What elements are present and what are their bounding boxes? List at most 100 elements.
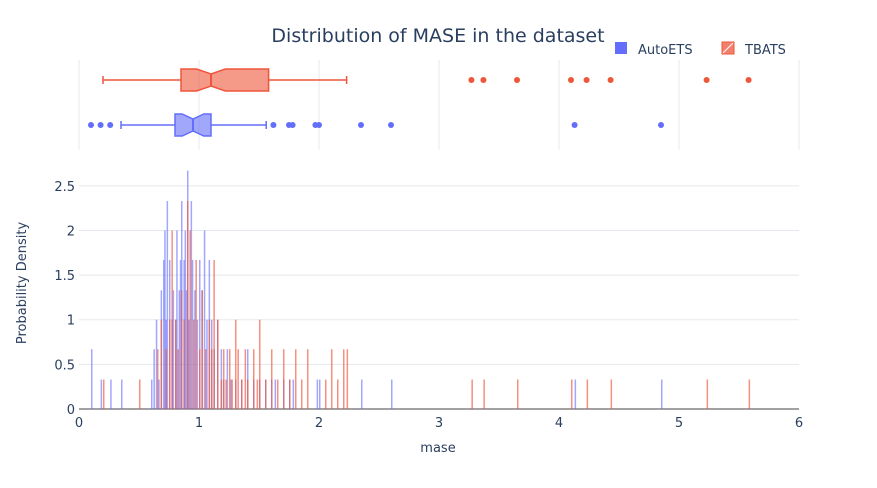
x-tick-label: 1 — [195, 416, 203, 431]
legend-label-tbats: TBATS — [744, 43, 786, 58]
hist-bar-tbats — [295, 349, 297, 409]
outlier-point — [97, 122, 104, 128]
hist-bar-autoets — [172, 290, 175, 409]
y-tick-label: 2.5 — [54, 180, 75, 195]
x-axis-ticks: 0 1 2 3 4 5 6 — [75, 416, 803, 431]
hist-bar-autoets — [110, 379, 112, 409]
outlier-point — [745, 77, 752, 83]
hist-bar-autoets — [158, 379, 160, 409]
hist-bar-autoets — [176, 230, 178, 409]
y-axis-title: Probability Density — [15, 222, 30, 345]
hist-bar-autoets — [194, 290, 196, 409]
hist-bar-tbats — [337, 379, 339, 409]
hist-bar-tbats — [225, 379, 227, 409]
hist-bar-tbats — [244, 349, 247, 409]
box-plots — [88, 68, 752, 137]
hist-bar-autoets — [196, 319, 199, 409]
outlier-point — [289, 122, 296, 128]
hist-bar-autoets — [178, 290, 181, 409]
hist-bar-autoets — [247, 349, 249, 409]
hist-bar-tbats — [139, 379, 141, 409]
y-tick-label: 0.5 — [54, 358, 75, 373]
hist-bar-tbats — [217, 319, 219, 409]
hist-bar-tbats — [175, 319, 177, 409]
hist-bar-tbats — [213, 259, 215, 409]
y-tick-label: 1 — [67, 314, 75, 329]
hist-bar-tbats — [195, 259, 197, 409]
hist-bar-tbats — [307, 349, 309, 409]
hist-bar-tbats — [165, 349, 167, 409]
hist-bar-autoets — [574, 379, 577, 409]
outlier-point — [607, 77, 614, 83]
hist-bar-autoets — [292, 379, 295, 409]
hist-bar-tbats — [247, 379, 249, 409]
hist-bar-tbats — [346, 349, 349, 409]
hist-bar-autoets — [661, 379, 663, 409]
outlier-point — [388, 122, 394, 128]
notched-box — [180, 68, 270, 92]
x-tick-label: 4 — [555, 416, 563, 431]
hist-bar-tbats — [187, 201, 189, 409]
hist-bar-autoets — [163, 259, 165, 409]
hist-bar-tbats — [103, 379, 105, 409]
outlier-point — [480, 77, 487, 83]
hist-bar-tbats — [235, 319, 237, 409]
hist-bar-tbats — [343, 349, 345, 409]
hist-bar-tbats — [283, 349, 285, 409]
hist-bar-tbats — [237, 349, 239, 409]
hist-bar-tbats — [241, 379, 243, 409]
hist-bar-tbats — [586, 379, 589, 409]
outlier-point — [270, 122, 277, 128]
chart-title: Distribution of MASE in the dataset — [271, 25, 604, 47]
hist-bar-tbats — [325, 379, 327, 409]
hist-bar-tbats — [169, 319, 171, 409]
hist-bar-autoets — [316, 379, 319, 409]
y-tick-label: 0 — [67, 403, 75, 418]
outlier-point — [703, 77, 710, 83]
outlier-point — [316, 122, 322, 128]
legend-swatch-autoets[interactable] — [615, 42, 627, 54]
x-tick-label: 3 — [435, 416, 443, 431]
hist-bar-tbats — [229, 349, 231, 409]
hist-bar-autoets — [190, 201, 193, 409]
x-tick-label: 0 — [75, 416, 83, 431]
hist-bar-tbats — [610, 379, 613, 409]
hist-bar-tbats — [277, 379, 279, 409]
hist-bar-autoets — [185, 290, 188, 409]
histogram-bars — [91, 170, 751, 409]
y-axis-ticks: 0 0.5 1 1.5 2 2.5 — [54, 180, 75, 418]
outlier-point — [571, 122, 578, 128]
hist-bar-autoets — [230, 379, 232, 409]
hist-bar-autoets — [361, 379, 363, 409]
outlier-point — [88, 122, 94, 128]
box-plot-autoets — [88, 113, 664, 137]
outlier-point — [514, 77, 520, 83]
hist-bar-autoets — [226, 349, 229, 409]
hist-bar-autoets — [184, 230, 187, 409]
x-axis-title: mase — [420, 441, 455, 456]
hist-bar-tbats — [471, 379, 473, 409]
legend-label-autoets: AutoETS — [638, 43, 693, 58]
hist-bar-autoets — [164, 230, 166, 409]
hist-bar-tbats — [208, 319, 211, 409]
hist-bar-autoets — [188, 319, 190, 409]
hist-bar-tbats — [253, 349, 255, 409]
hist-bar-tbats — [171, 230, 173, 409]
x-tick-label: 2 — [315, 416, 323, 431]
hist-bar-autoets — [166, 201, 169, 409]
hist-bar-tbats — [748, 379, 751, 409]
hist-bar-autoets — [220, 349, 223, 409]
outlier-point — [358, 122, 364, 128]
hist-bar-tbats — [231, 379, 233, 409]
hist-bar-tbats — [331, 349, 333, 409]
legend-hatch-tbats — [722, 42, 734, 54]
hist-bar-autoets — [155, 319, 158, 409]
hist-bar-autoets — [391, 379, 393, 409]
outlier-point — [568, 77, 574, 83]
hist-bar-tbats — [220, 379, 223, 409]
hist-bar-tbats — [211, 349, 213, 409]
hist-bar-tbats — [183, 319, 185, 409]
hist-bar-tbats — [301, 379, 303, 409]
hist-bar-tbats — [199, 349, 201, 409]
